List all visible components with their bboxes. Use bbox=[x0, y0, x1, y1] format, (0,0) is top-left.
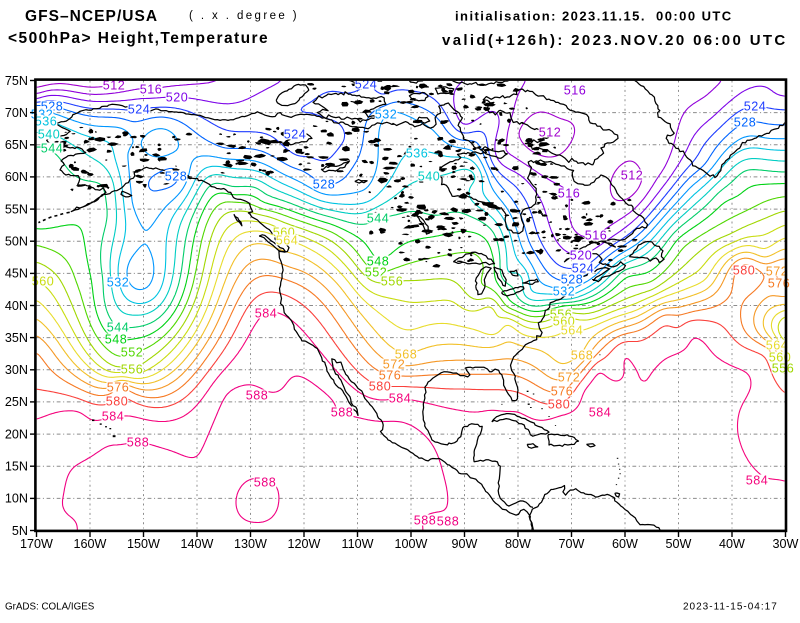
svg-text:2023-11-15-04:17: 2023-11-15-04:17 bbox=[683, 602, 778, 613]
svg-text:576: 576 bbox=[768, 276, 791, 290]
svg-text:<500hPa> Height,Temperature: <500hPa> Height,Temperature bbox=[8, 30, 269, 47]
svg-text:576: 576 bbox=[379, 368, 402, 382]
svg-text:580: 580 bbox=[369, 379, 392, 393]
svg-text:70N: 70N bbox=[5, 106, 28, 120]
svg-text:540: 540 bbox=[38, 127, 61, 141]
svg-text:110W: 110W bbox=[342, 537, 374, 551]
svg-text:580: 580 bbox=[548, 397, 571, 411]
svg-text:544: 544 bbox=[41, 141, 64, 155]
svg-text:55N: 55N bbox=[5, 202, 28, 216]
svg-text:548: 548 bbox=[367, 254, 390, 268]
svg-text:544: 544 bbox=[107, 320, 130, 334]
svg-text:584: 584 bbox=[746, 473, 769, 487]
svg-text:30W: 30W bbox=[773, 537, 799, 551]
svg-text:528: 528 bbox=[734, 115, 757, 129]
svg-text:GFS–NCEP/USA: GFS–NCEP/USA bbox=[25, 8, 158, 25]
svg-text:572: 572 bbox=[558, 370, 581, 384]
svg-text:initialisation: 2023.11.15. 0: initialisation: 2023.11.15. 00:00 UTC bbox=[455, 9, 733, 24]
svg-text:512: 512 bbox=[621, 168, 644, 182]
svg-text:160W: 160W bbox=[74, 537, 107, 551]
svg-text:524: 524 bbox=[744, 99, 767, 113]
svg-text:588: 588 bbox=[437, 514, 460, 528]
svg-text:516: 516 bbox=[140, 82, 163, 96]
svg-text:564: 564 bbox=[276, 233, 299, 247]
svg-text:568: 568 bbox=[395, 347, 418, 361]
svg-text:516: 516 bbox=[558, 186, 581, 200]
svg-text:564: 564 bbox=[561, 323, 584, 337]
svg-text:556: 556 bbox=[121, 362, 144, 376]
svg-text:120W: 120W bbox=[288, 537, 321, 551]
svg-text:150W: 150W bbox=[127, 537, 160, 551]
svg-text:540: 540 bbox=[418, 169, 441, 183]
svg-text:70W: 70W bbox=[559, 537, 585, 551]
svg-text:25N: 25N bbox=[5, 395, 28, 409]
svg-text:40N: 40N bbox=[5, 299, 28, 313]
svg-text:524: 524 bbox=[572, 261, 595, 275]
svg-text:580: 580 bbox=[733, 263, 756, 277]
svg-text:576: 576 bbox=[551, 384, 574, 398]
svg-text:588: 588 bbox=[254, 475, 277, 489]
svg-text:588: 588 bbox=[331, 405, 354, 419]
svg-text:548: 548 bbox=[105, 332, 128, 346]
svg-text:572: 572 bbox=[383, 357, 406, 371]
svg-text:532: 532 bbox=[375, 107, 398, 121]
svg-text:80W: 80W bbox=[505, 537, 531, 551]
svg-text:65N: 65N bbox=[5, 138, 28, 152]
svg-text:45N: 45N bbox=[5, 267, 28, 281]
svg-text:15N: 15N bbox=[5, 460, 28, 474]
svg-text:50W: 50W bbox=[666, 537, 692, 551]
svg-text:528: 528 bbox=[313, 177, 336, 191]
svg-text:60W: 60W bbox=[612, 537, 638, 551]
svg-text:35N: 35N bbox=[5, 331, 28, 345]
svg-text:516: 516 bbox=[564, 83, 587, 97]
svg-text:536: 536 bbox=[406, 146, 429, 160]
svg-text:568: 568 bbox=[571, 348, 594, 362]
svg-text:50N: 50N bbox=[5, 235, 28, 249]
svg-text:170W: 170W bbox=[20, 537, 53, 551]
svg-text:( . x . degree ): ( . x . degree ) bbox=[189, 10, 299, 22]
svg-text:valid(+126h): 2023.NOV.20 06:0: valid(+126h): 2023.NOV.20 06:00 UTC bbox=[442, 32, 788, 49]
svg-text:584: 584 bbox=[102, 409, 125, 423]
svg-text:30N: 30N bbox=[5, 363, 28, 377]
svg-text:588: 588 bbox=[246, 388, 269, 402]
svg-text:588: 588 bbox=[127, 435, 150, 449]
svg-text:584: 584 bbox=[255, 306, 278, 320]
svg-text:516: 516 bbox=[585, 228, 608, 242]
svg-text:532: 532 bbox=[553, 284, 576, 298]
svg-text:10N: 10N bbox=[5, 492, 28, 506]
svg-text:512: 512 bbox=[539, 125, 562, 139]
svg-text:584: 584 bbox=[389, 391, 412, 405]
svg-text:584: 584 bbox=[589, 405, 612, 419]
svg-text:564: 564 bbox=[766, 338, 789, 352]
svg-text:40W: 40W bbox=[719, 537, 745, 551]
svg-text:528: 528 bbox=[561, 272, 584, 286]
svg-text:588: 588 bbox=[414, 513, 437, 527]
svg-text:580: 580 bbox=[106, 394, 129, 408]
svg-text:5N: 5N bbox=[12, 524, 28, 538]
svg-text:556: 556 bbox=[381, 274, 404, 288]
svg-text:90W: 90W bbox=[452, 537, 478, 551]
svg-text:512: 512 bbox=[103, 78, 126, 92]
svg-text:524: 524 bbox=[284, 127, 307, 141]
svg-text:140W: 140W bbox=[181, 537, 214, 551]
svg-text:576: 576 bbox=[107, 380, 130, 394]
svg-text:60N: 60N bbox=[5, 170, 28, 184]
svg-text:572: 572 bbox=[766, 264, 789, 278]
svg-text:532: 532 bbox=[107, 275, 130, 289]
svg-text:75N: 75N bbox=[5, 74, 28, 88]
svg-text:100W: 100W bbox=[395, 537, 428, 551]
svg-text:560: 560 bbox=[32, 274, 55, 288]
svg-text:GrADS: COLA/IGES: GrADS: COLA/IGES bbox=[5, 602, 95, 613]
svg-text:520: 520 bbox=[166, 90, 189, 104]
svg-text:556: 556 bbox=[772, 361, 795, 375]
svg-text:552: 552 bbox=[121, 345, 144, 359]
svg-text:520: 520 bbox=[570, 248, 593, 262]
svg-text:20N: 20N bbox=[5, 427, 28, 441]
svg-text:130W: 130W bbox=[234, 537, 267, 551]
svg-text:536: 536 bbox=[35, 114, 58, 128]
svg-text:524: 524 bbox=[128, 102, 151, 116]
svg-text:528: 528 bbox=[165, 169, 188, 183]
svg-text:544: 544 bbox=[367, 211, 390, 225]
